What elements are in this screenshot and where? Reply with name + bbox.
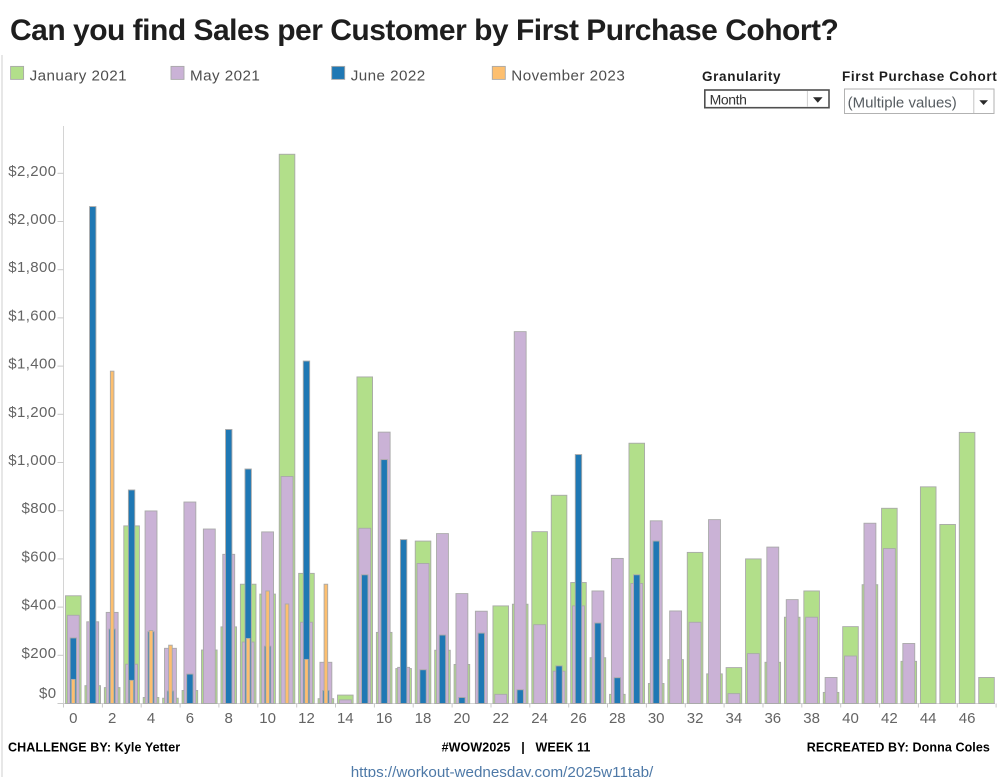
svg-text:32: 32 xyxy=(687,710,704,727)
svg-text:November 2023: November 2023 xyxy=(511,68,625,85)
svg-text:16: 16 xyxy=(376,710,393,727)
svg-text:$0: $0 xyxy=(39,685,57,702)
svg-text:$800: $800 xyxy=(22,500,57,517)
svg-text:$600: $600 xyxy=(22,548,57,565)
svg-text:Month: Month xyxy=(710,91,747,107)
svg-text:36: 36 xyxy=(764,710,781,727)
svg-text:26: 26 xyxy=(570,710,587,727)
svg-text:$2,000: $2,000 xyxy=(8,211,56,228)
svg-text:#WOW2025 | WEEK 11: #WOW2025 | WEEK 11 xyxy=(442,741,591,755)
svg-text:$1,200: $1,200 xyxy=(8,404,56,421)
svg-text:8: 8 xyxy=(225,710,233,727)
svg-text:44: 44 xyxy=(920,710,937,727)
svg-text:Can you find Sales per Custome: Can you find Sales per Customer by First… xyxy=(10,14,838,47)
svg-text:18: 18 xyxy=(415,710,432,727)
svg-text:$400: $400 xyxy=(22,597,57,614)
svg-text:$1,400: $1,400 xyxy=(8,356,56,373)
svg-text:RECREATED BY: Donna Coles: RECREATED BY: Donna Coles xyxy=(807,741,990,755)
svg-text:$200: $200 xyxy=(22,645,57,662)
svg-text:June 2022: June 2022 xyxy=(351,68,426,85)
svg-text:First Purchase Cohort: First Purchase Cohort xyxy=(842,69,997,84)
svg-text:42: 42 xyxy=(881,710,898,727)
svg-text:May 2021: May 2021 xyxy=(190,68,260,85)
svg-text:CHALLENGE BY: Kyle Yetter: CHALLENGE BY: Kyle Yetter xyxy=(8,741,180,755)
svg-text:30: 30 xyxy=(648,710,665,727)
svg-text:2: 2 xyxy=(108,710,116,727)
svg-text:20: 20 xyxy=(454,710,471,727)
svg-text:12: 12 xyxy=(298,710,315,727)
svg-text:(Multiple values): (Multiple values) xyxy=(848,95,957,112)
svg-text:28: 28 xyxy=(609,710,626,727)
svg-text:4: 4 xyxy=(147,710,155,727)
svg-text:0: 0 xyxy=(69,710,77,727)
svg-text:$2,200: $2,200 xyxy=(8,163,56,180)
svg-text:14: 14 xyxy=(337,710,354,727)
svg-text:https://workout-wednesday.com/: https://workout-wednesday.com/2025w11tab… xyxy=(351,764,654,777)
svg-text:10: 10 xyxy=(259,710,276,727)
svg-text:$1,600: $1,600 xyxy=(8,307,56,324)
svg-text:$1,800: $1,800 xyxy=(8,259,56,276)
svg-text:38: 38 xyxy=(803,710,820,727)
svg-text:34: 34 xyxy=(726,710,743,727)
svg-text:46: 46 xyxy=(959,710,976,727)
svg-text:24: 24 xyxy=(531,710,548,727)
svg-text:6: 6 xyxy=(186,710,194,727)
svg-text:22: 22 xyxy=(492,710,509,727)
svg-text:Granularity: Granularity xyxy=(702,69,781,84)
svg-text:$1,000: $1,000 xyxy=(8,452,56,469)
svg-text:40: 40 xyxy=(842,710,859,727)
svg-text:January 2021: January 2021 xyxy=(30,68,127,85)
